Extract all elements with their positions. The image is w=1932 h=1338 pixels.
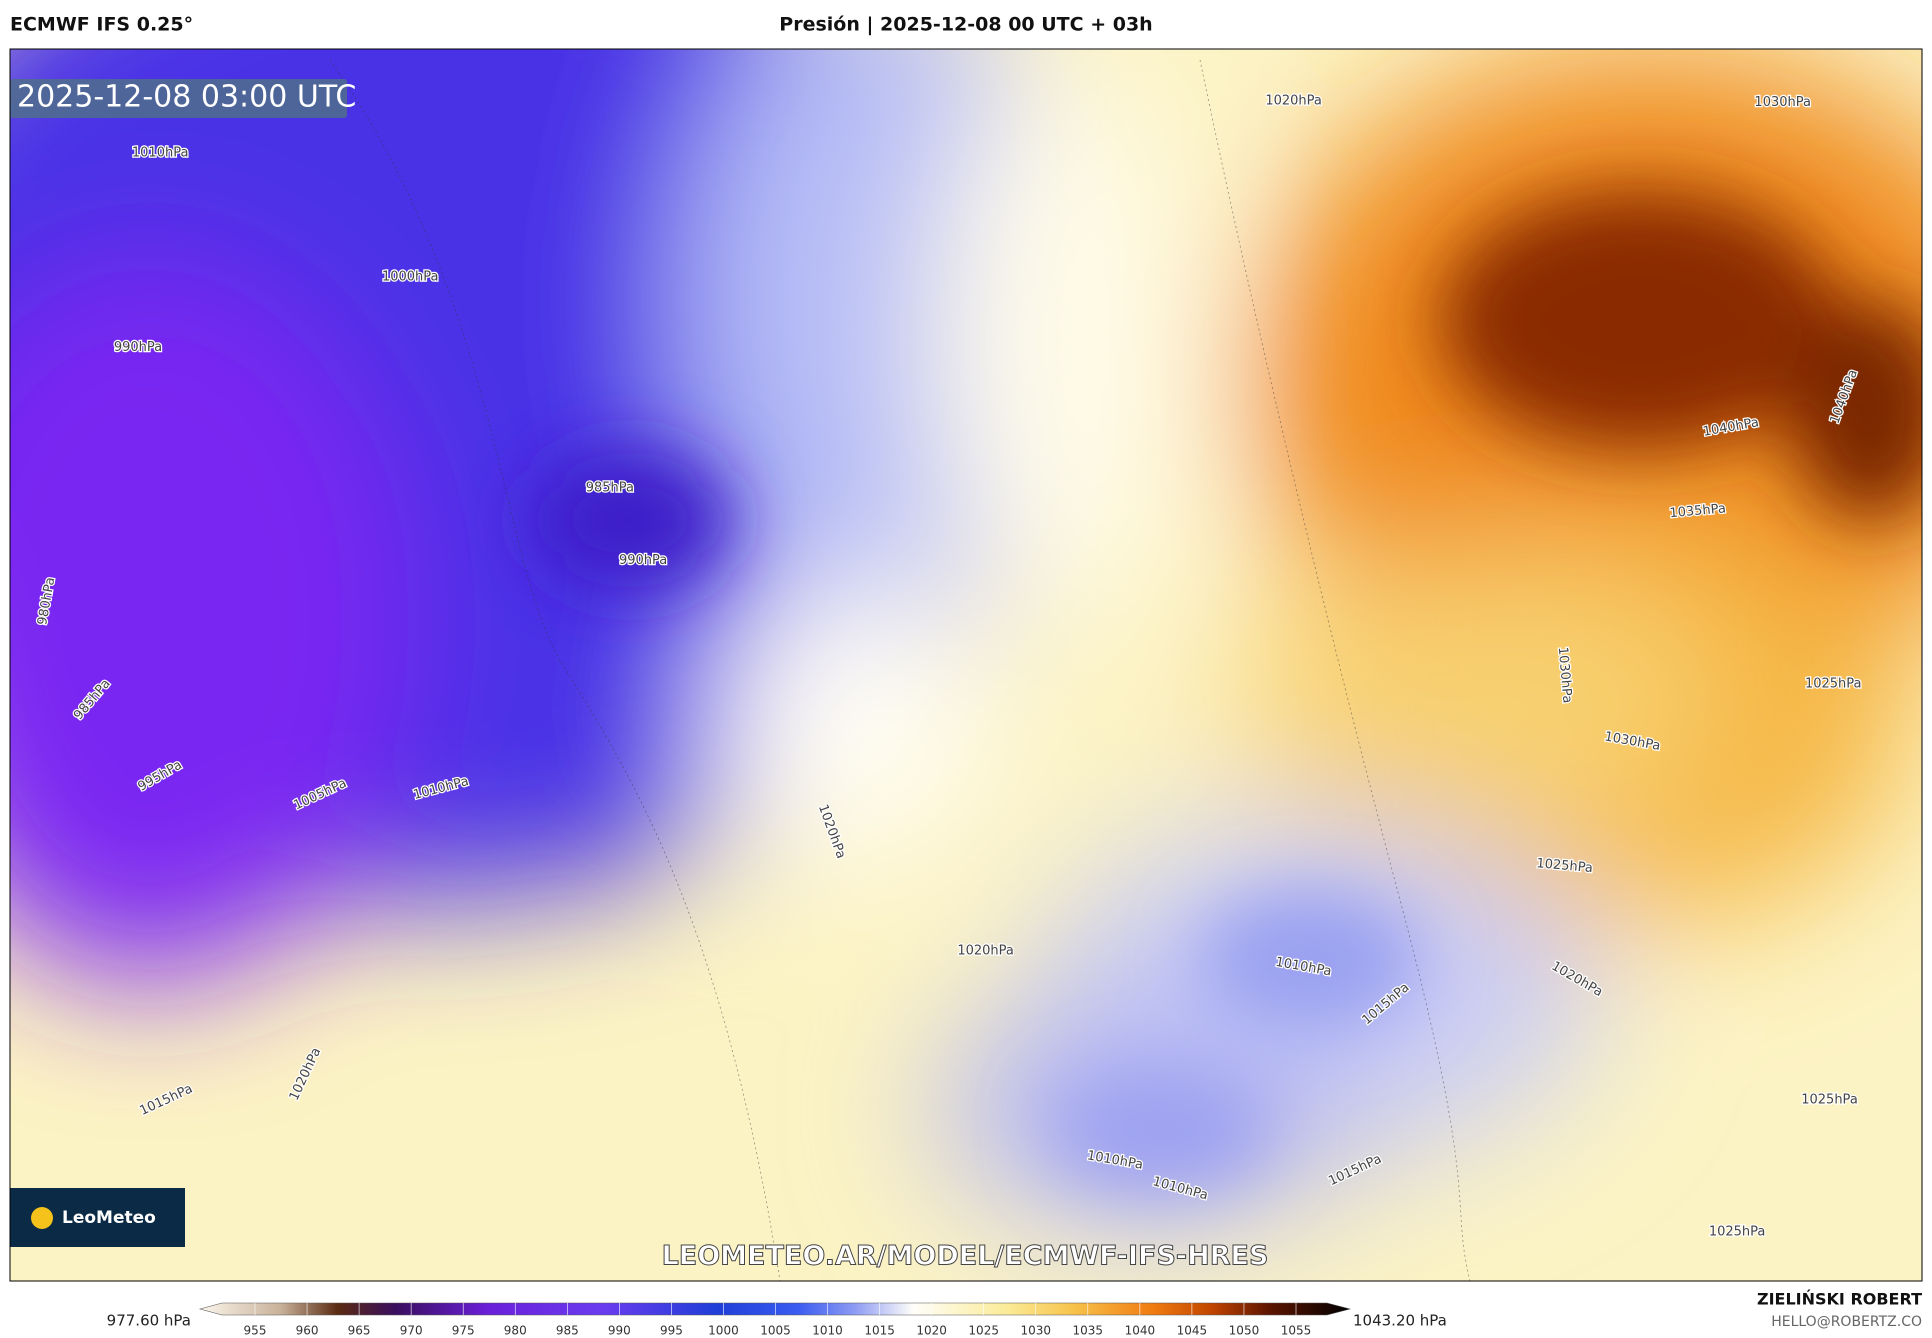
colorbar-tick-label: 1010 [812, 1324, 843, 1338]
isobar-label: 1025hPa [1801, 1093, 1858, 1108]
isobar-label: 1025hPa [1709, 1225, 1766, 1240]
colorbar-tick-label: 985 [556, 1324, 579, 1338]
colorbar-tick-label: 1025 [968, 1324, 999, 1338]
colorbar-tick-label: 980 [504, 1324, 527, 1338]
colorbar [198, 1302, 1352, 1316]
colorbar-tick-label: 1000 [708, 1324, 739, 1338]
colorbar-ticks: 955 960 965 970 975 980 985 990 995 1000 1005 1010 1… [244, 1303, 1312, 1338]
email: HELLO@ROBERTZ.CO [1771, 1314, 1922, 1330]
colorbar-tick-label: 1005 [760, 1324, 791, 1338]
pressure-field: 2025-12-08 03:00 UTC LeoMeteo LEOMETEO.A… [10, 49, 1922, 1281]
isobar-label: 990hPa [114, 340, 162, 355]
colorbar-tick-label: 970 [400, 1324, 423, 1338]
isobar-label: 1035hPa [1669, 501, 1727, 521]
logo: LeoMeteo [62, 1208, 156, 1228]
colorbar-tick-label: 995 [660, 1324, 683, 1338]
colorbar-tick-label: 1045 [1177, 1324, 1208, 1338]
colorbar-tick-label: 1050 [1229, 1324, 1260, 1338]
isobar-label: 1030hPa [1555, 646, 1575, 704]
colorbar-tick-label: 1035 [1073, 1324, 1104, 1338]
colorbar-max: 1043.20 hPa [1353, 1312, 1447, 1330]
colorbar-tick-label: 990 [608, 1324, 631, 1338]
isobar-label: 1020hPa [1265, 94, 1322, 109]
timestamp: 2025-12-08 03:00 UTC [17, 80, 356, 115]
isobar-label: 1025hPa [1805, 676, 1862, 691]
map-title: Presión | 2025-12-08 00 UTC + 03h [779, 14, 1152, 36]
isobar-label: 985hPa [586, 480, 634, 495]
colorbar-tick-label: 1015 [864, 1324, 895, 1338]
isobar-label: 1030hPa [1754, 95, 1811, 110]
source-url: LEOMETEO.AR/MODEL/ECMWF-IFS-HRES [662, 1241, 1269, 1272]
model-name: ECMWF IFS 0.25° [10, 14, 193, 36]
isobar-label: 1020hPa [957, 944, 1014, 959]
colorbar-tick-label: 955 [244, 1324, 267, 1338]
colorbar-min: 977.60 hPa [107, 1312, 191, 1330]
isobar-label: 1025hPa [1536, 856, 1594, 876]
colorbar-tick-label: 1055 [1281, 1324, 1312, 1338]
colorbar-tick-label: 1040 [1125, 1324, 1156, 1338]
isobar-label: 1000hPa [382, 270, 439, 285]
colorbar-tick-label: 1020 [916, 1324, 947, 1338]
isobar-label: 990hPa [619, 553, 667, 568]
map-frame [9, 48, 1923, 1282]
colorbar-tick-label: 965 [348, 1324, 371, 1338]
colorbar-tick-label: 1030 [1020, 1324, 1051, 1338]
isobar-label: 1010hPa [132, 145, 189, 160]
colorbar-tick-label: 975 [452, 1324, 475, 1338]
colorbar-tick-label: 960 [296, 1324, 319, 1338]
author: ZIELIŃSKI ROBERT [1757, 1290, 1922, 1309]
